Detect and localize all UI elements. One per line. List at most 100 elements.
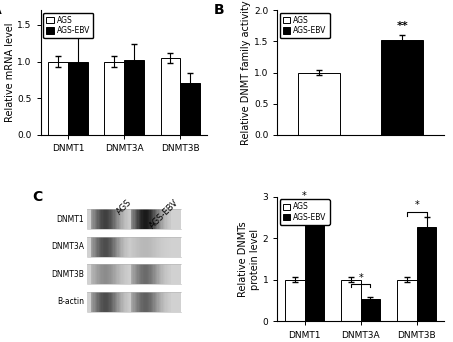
Bar bbox=[116, 237, 117, 257]
Bar bbox=[160, 237, 161, 257]
Bar bbox=[119, 209, 120, 229]
Text: B: B bbox=[214, 3, 225, 17]
Bar bbox=[130, 292, 131, 312]
Bar bbox=[144, 209, 145, 229]
Bar bbox=[112, 209, 113, 229]
Bar bbox=[137, 237, 139, 257]
Bar bbox=[101, 292, 103, 312]
Bar bbox=[141, 237, 143, 257]
Bar bbox=[154, 264, 155, 284]
Bar bbox=[167, 237, 168, 257]
Bar bbox=[149, 237, 151, 257]
Bar bbox=[95, 264, 96, 284]
Bar bbox=[97, 237, 99, 257]
Bar bbox=[147, 292, 148, 312]
Bar bbox=[120, 264, 121, 284]
Bar bbox=[164, 292, 165, 312]
Bar bbox=[117, 264, 119, 284]
Bar bbox=[151, 209, 152, 229]
Bar bbox=[92, 292, 93, 312]
Bar bbox=[95, 209, 96, 229]
Bar bbox=[145, 264, 147, 284]
Bar bbox=[87, 237, 181, 257]
Bar bbox=[91, 264, 92, 284]
Bar bbox=[140, 264, 141, 284]
Bar bbox=[149, 264, 151, 284]
Bar bbox=[111, 209, 112, 229]
Bar bbox=[149, 292, 151, 312]
Bar bbox=[128, 292, 130, 312]
Bar bbox=[147, 264, 148, 284]
Bar bbox=[161, 209, 163, 229]
Bar bbox=[106, 237, 107, 257]
Bar bbox=[135, 292, 136, 312]
Bar bbox=[163, 292, 164, 312]
Bar bbox=[128, 264, 130, 284]
Bar bbox=[101, 209, 103, 229]
Bar bbox=[137, 209, 139, 229]
Bar bbox=[132, 264, 133, 284]
Bar bbox=[156, 292, 157, 312]
Bar bbox=[96, 292, 97, 312]
Bar bbox=[154, 209, 155, 229]
Bar bbox=[111, 292, 112, 312]
Bar bbox=[133, 237, 135, 257]
Bar bbox=[104, 209, 106, 229]
Text: **: ** bbox=[396, 22, 408, 31]
Bar bbox=[123, 264, 124, 284]
Bar bbox=[151, 292, 152, 312]
Bar bbox=[135, 209, 136, 229]
Bar bbox=[136, 264, 137, 284]
Bar bbox=[112, 264, 113, 284]
Bar bbox=[167, 209, 168, 229]
Y-axis label: Relative DNMTs
protein level: Relative DNMTs protein level bbox=[238, 221, 260, 297]
Bar bbox=[159, 264, 160, 284]
Bar bbox=[96, 209, 97, 229]
Bar bbox=[95, 237, 96, 257]
Bar bbox=[143, 292, 144, 312]
Bar bbox=[165, 237, 167, 257]
Bar bbox=[160, 264, 161, 284]
Bar bbox=[119, 237, 120, 257]
Bar bbox=[163, 209, 164, 229]
Bar bbox=[117, 292, 119, 312]
Bar bbox=[156, 237, 157, 257]
Bar bbox=[131, 209, 132, 229]
Bar bbox=[108, 209, 110, 229]
Bar bbox=[161, 237, 163, 257]
Bar bbox=[105, 62, 124, 135]
Bar bbox=[116, 209, 117, 229]
Bar bbox=[132, 292, 133, 312]
Bar bbox=[93, 292, 95, 312]
Text: A: A bbox=[0, 3, 1, 17]
Bar bbox=[112, 237, 113, 257]
Bar bbox=[103, 237, 104, 257]
Bar bbox=[164, 209, 165, 229]
Bar bbox=[121, 209, 123, 229]
Bar bbox=[127, 264, 128, 284]
Bar bbox=[119, 264, 120, 284]
Bar bbox=[111, 237, 112, 257]
Bar bbox=[137, 264, 139, 284]
Bar bbox=[125, 237, 127, 257]
Bar bbox=[168, 237, 169, 257]
Bar bbox=[93, 264, 95, 284]
Bar bbox=[125, 292, 127, 312]
Bar bbox=[135, 264, 136, 284]
Bar bbox=[144, 264, 145, 284]
Bar bbox=[145, 209, 147, 229]
Bar bbox=[104, 237, 106, 257]
Bar bbox=[106, 209, 107, 229]
Bar bbox=[140, 292, 141, 312]
Bar bbox=[123, 209, 124, 229]
Text: B-actin: B-actin bbox=[57, 297, 84, 306]
Text: *: * bbox=[302, 191, 307, 201]
Bar bbox=[127, 292, 128, 312]
Bar bbox=[141, 292, 143, 312]
Bar bbox=[110, 237, 111, 257]
Bar bbox=[417, 227, 436, 321]
Bar bbox=[113, 237, 115, 257]
Bar bbox=[161, 292, 163, 312]
Bar bbox=[106, 292, 107, 312]
Bar bbox=[99, 264, 100, 284]
